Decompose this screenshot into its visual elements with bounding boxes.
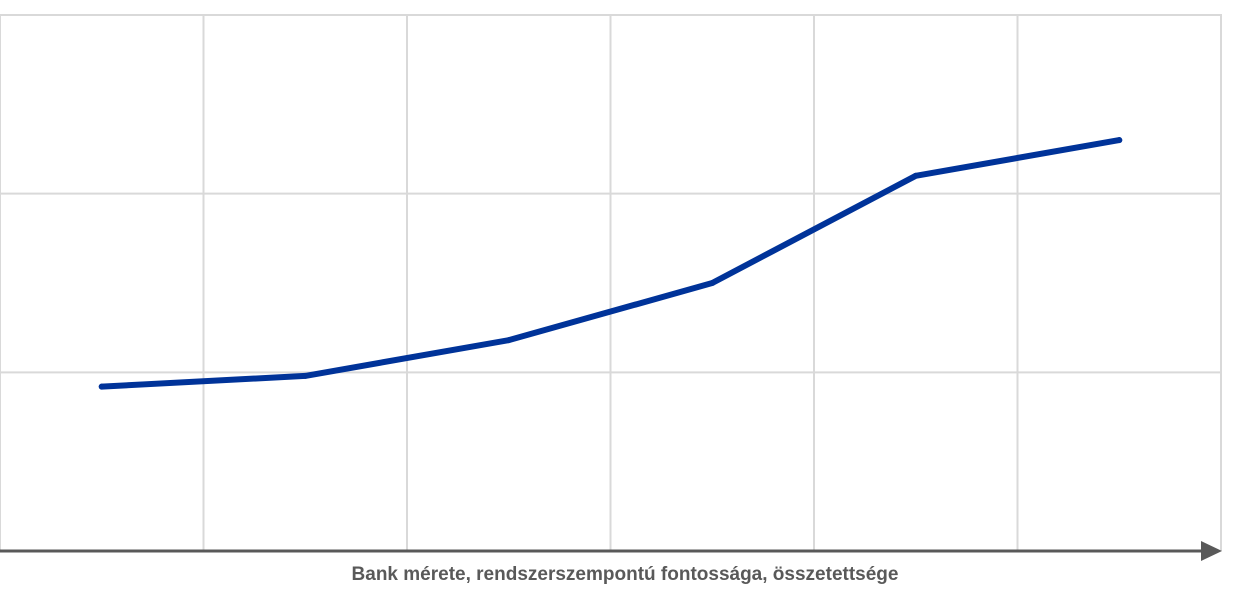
x-axis-label: Bank mérete, rendszerszempontú fontosság… xyxy=(352,564,899,585)
data-point xyxy=(98,383,105,390)
data-point xyxy=(302,372,309,379)
x-axis-arrow-icon xyxy=(1201,541,1222,561)
data-point xyxy=(505,337,512,344)
data-point xyxy=(1116,137,1123,144)
grid-lines xyxy=(0,14,1222,551)
series-line xyxy=(98,137,1123,390)
x-axis xyxy=(0,541,1222,561)
data-point xyxy=(912,172,919,179)
data-point xyxy=(709,280,716,286)
series-layer xyxy=(98,137,1123,390)
